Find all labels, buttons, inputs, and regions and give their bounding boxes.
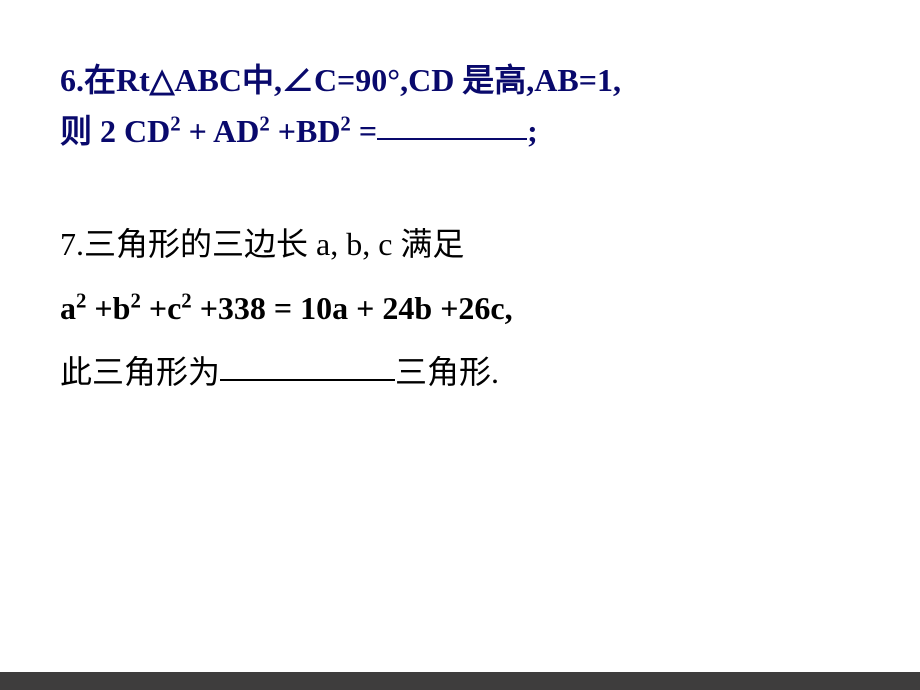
p6-plus1: + AD: [181, 113, 260, 149]
problem-7-line-3: 此三角形为 三角形.: [60, 340, 865, 404]
p7-a: a: [60, 290, 76, 326]
problem-6-line-1: 6.在Rt△ABC中,∠C=90°,CD 是高,AB=1,: [60, 55, 865, 106]
p7-line3-prefix: 此三角形为: [60, 354, 220, 390]
problem-7-line-1: 7.三角形的三边长 a, b, c 满足: [60, 212, 865, 276]
p6-blank: [377, 138, 527, 140]
p7-line3-suffix: 三角形.: [395, 354, 499, 390]
p6-plus2: +BD: [270, 113, 341, 149]
problem-6-line-2: 则 2 CD2 + AD2 +BD2 =;: [60, 106, 865, 157]
p7-exp-c: 2: [181, 290, 191, 313]
problem-7-line-2: a2 +b2 +c2 +338 = 10a + 24b +26c,: [60, 276, 865, 340]
p6-exp1: 2: [170, 113, 180, 136]
p6-exp2: 2: [259, 113, 269, 136]
footer-bar: [0, 672, 920, 690]
problem-7: 7.三角形的三边长 a, b, c 满足 a2 +b2 +c2 +338 = 1…: [60, 212, 865, 404]
p7-exp-a: 2: [76, 290, 86, 313]
problem-6: 6.在Rt△ABC中,∠C=90°,CD 是高,AB=1, 则 2 CD2 + …: [60, 55, 865, 157]
p6-line1-text: 6.在Rt△ABC中,∠C=90°,CD 是高,AB=1,: [60, 62, 621, 98]
p6-line2-prefix: 则 2 CD: [60, 113, 170, 149]
p6-exp3: 2: [340, 113, 350, 136]
p7-blank: [220, 379, 395, 381]
p7-exp-b: 2: [130, 290, 140, 313]
p6-suffix: ;: [527, 113, 538, 149]
p7-c: +c: [141, 290, 181, 326]
p7-line1-text: 7.三角形的三边长 a, b, c 满足: [60, 226, 464, 262]
p7-rest: +338 = 10a + 24b +26c,: [192, 290, 513, 326]
p6-equals: =: [351, 113, 377, 149]
p7-b: +b: [86, 290, 130, 326]
content-area: 6.在Rt△ABC中,∠C=90°,CD 是高,AB=1, 则 2 CD2 + …: [0, 0, 920, 404]
